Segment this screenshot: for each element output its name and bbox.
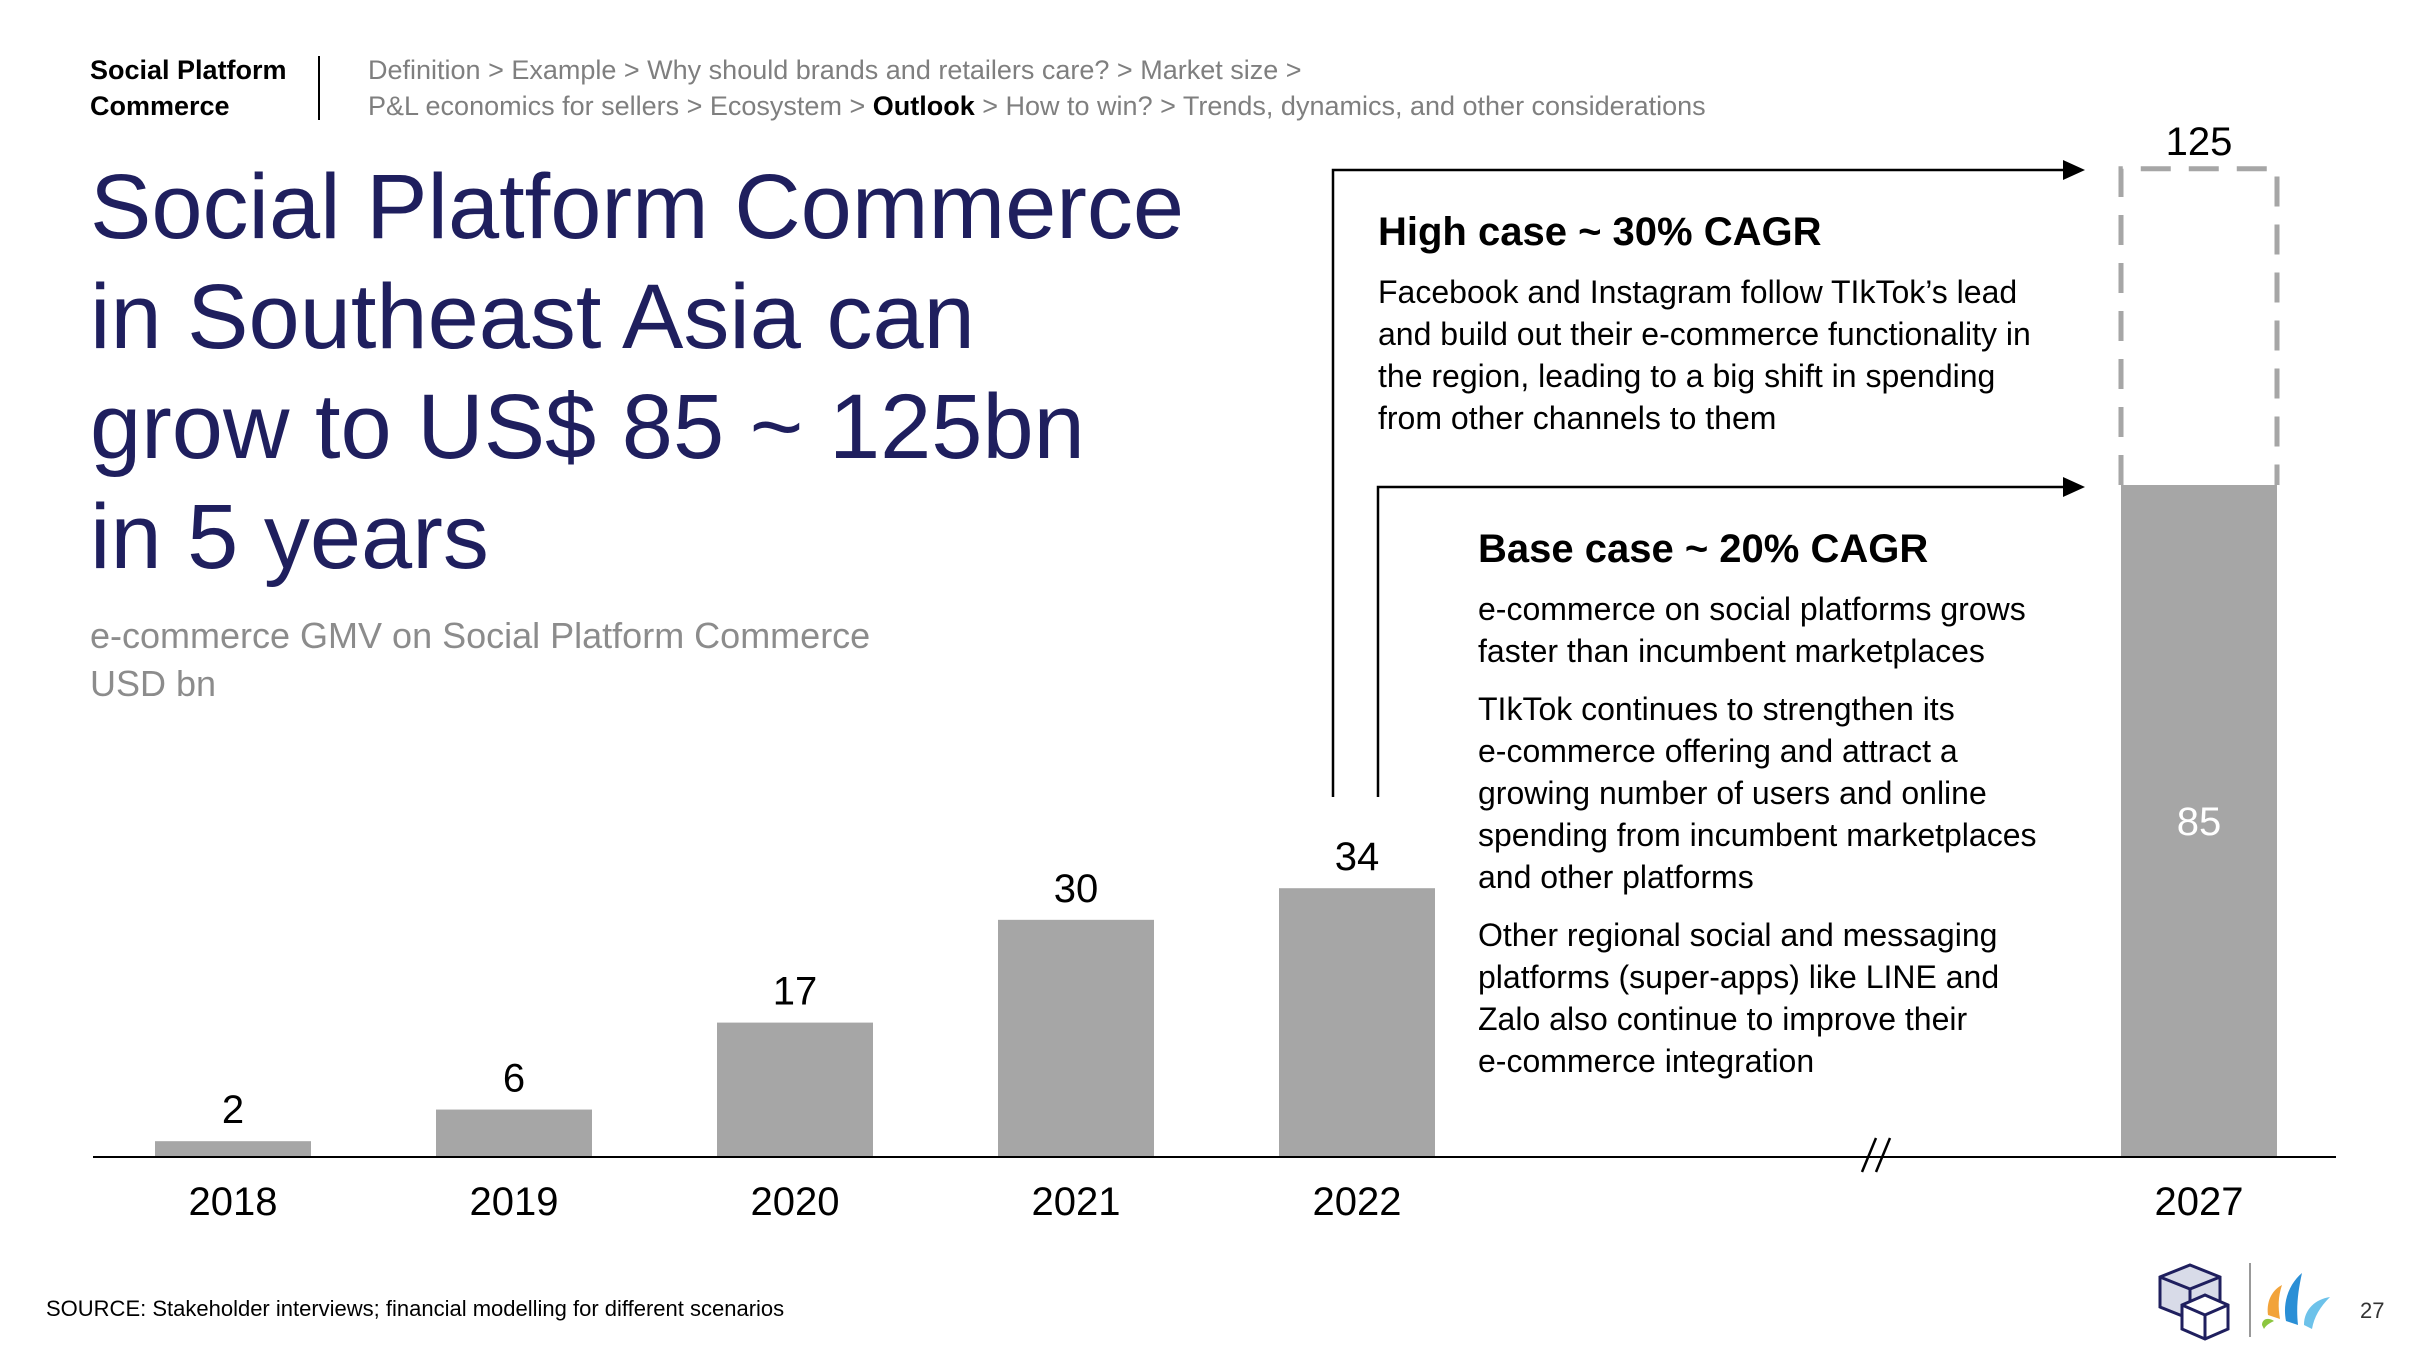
breadcrumb-item[interactable]: Why should brands and retailers care?: [647, 55, 1110, 85]
x-tick-label: 2022: [1313, 1180, 1402, 1224]
title-line: in Southeast Asia can: [90, 266, 975, 368]
breadcrumb-separator: >: [616, 55, 648, 85]
title-line: grow to US$ 85 ~ 125bn: [90, 376, 1085, 478]
subtitle-line2: USD bn: [90, 663, 217, 704]
base-case-text-line: Zalo also continue to improve their: [1478, 1001, 1968, 1037]
data-label: 34: [1335, 835, 1380, 879]
base-case-text-line: platforms (super-apps) like LINE and: [1478, 959, 2000, 995]
bar-2022: [1279, 888, 1435, 1157]
section-label-line1: Social Platform: [90, 55, 287, 85]
breadcrumb-separator: >: [1152, 91, 1183, 121]
high-case-value-label: 125: [2166, 120, 2233, 164]
bar-2018: [155, 1141, 311, 1157]
section-label: Social Platform Commerce: [90, 52, 287, 124]
breadcrumb-line1: Definition > Example > Why should brands…: [368, 52, 1868, 88]
base-case-arrow: [1376, 477, 2085, 797]
page-number: 27: [2360, 1298, 2385, 1323]
base-case-text-line: e-commerce integration: [1478, 1043, 1815, 1079]
breadcrumb-item[interactable]: Definition: [368, 55, 481, 85]
breadcrumb-item[interactable]: P&L economics for sellers: [368, 91, 680, 121]
base-case-text-line: spending from incumbent marketplaces: [1478, 817, 2037, 853]
data-label: 30: [1054, 867, 1099, 911]
source-note: SOURCE: Stakeholder interviews; financia…: [46, 1296, 785, 1321]
breadcrumb-separator: >: [974, 91, 1006, 121]
breadcrumb: Definition > Example > Why should brands…: [368, 52, 1868, 124]
page-title: Social Platform Commerce in Southeast As…: [90, 152, 1270, 592]
breadcrumb-line2: P&L economics for sellers > Ecosystem > …: [368, 88, 1868, 124]
data-label: 2: [222, 1088, 244, 1132]
high-case-text-line: from other channels to them: [1378, 400, 1777, 436]
base-case-paragraph-1: e-commerce on social platforms grows fas…: [1478, 588, 2078, 672]
axis-break-icon: [1860, 1137, 1892, 1173]
breadcrumb-item[interactable]: Trends, dynamics, and other consideratio…: [1182, 91, 1706, 121]
base-case-text-line: TIkTok continues to strengthen its: [1478, 691, 1955, 727]
x-tick-label: 2021: [1032, 1180, 1121, 1224]
breadcrumb-item[interactable]: Market size: [1140, 55, 1279, 85]
bar-2021: [998, 919, 1154, 1157]
breadcrumb-item[interactable]: Outlook: [872, 91, 975, 121]
title-line: in 5 years: [90, 486, 489, 588]
high-case-text-line: the region, leading to a big shift in sp…: [1378, 358, 1996, 394]
bar-2027: [2121, 485, 2277, 1157]
base-case-text-line: e-commerce offering and attract a: [1478, 733, 1958, 769]
breadcrumb-separator: >: [841, 91, 873, 121]
base-case-text-line: Other regional social and messaging: [1478, 917, 1998, 953]
section-label-line2: Commerce: [90, 91, 230, 121]
x-tick-label: 2027: [2155, 1180, 2244, 1224]
high-case-text-line: and build out their e-commerce functiona…: [1378, 316, 2031, 352]
subtitle-line1: e-commerce GMV on Social Platform Commer…: [90, 615, 871, 656]
high-case-text-line: Facebook and Instagram follow TIkTok’s l…: [1378, 274, 2018, 310]
bar-2020: [717, 1022, 873, 1157]
logo-splash-icon: [2262, 1273, 2330, 1329]
base-case-heading: Base case ~ 20% CAGR: [1478, 527, 1929, 571]
high-case-heading: High case ~ 30% CAGR: [1378, 210, 1822, 254]
high-case-text: Facebook and Instagram follow TIkTok’s l…: [1378, 271, 2078, 439]
high-case-arrow: [1331, 160, 2085, 797]
breadcrumb-separator: >: [1109, 55, 1141, 85]
high-case-annotation: High case ~ 30% CAGR Facebook and Instag…: [1378, 210, 2078, 439]
x-tick-label: 2018: [189, 1180, 278, 1224]
bar-2019: [436, 1109, 592, 1157]
high-case-outline: [2118, 166, 2280, 485]
base-case-text-line: growing number of users and online: [1478, 775, 1987, 811]
chart-subtitle: e-commerce GMV on Social Platform Commer…: [90, 612, 870, 708]
base-case-text-line: and other platforms: [1478, 859, 1754, 895]
data-label: 17: [773, 970, 818, 1014]
breadcrumb-separator: >: [679, 91, 710, 121]
breadcrumb-separator: >: [480, 55, 512, 85]
breadcrumb-separator: >: [1278, 55, 1302, 85]
breadcrumb-item[interactable]: Example: [511, 55, 617, 85]
section-divider: [318, 56, 320, 120]
data-label: 6: [503, 1057, 525, 1101]
breadcrumb-item[interactable]: Ecosystem: [709, 91, 842, 121]
title-line: Social Platform Commerce: [90, 156, 1185, 258]
logo-cube-icon: [2158, 1263, 2330, 1341]
base-case-paragraph-3: Other regional social and messaging plat…: [1478, 914, 2078, 1082]
base-case-text-line: e-commerce on social platforms grows: [1478, 591, 2026, 627]
base-case-annotation: Base case ~ 20% CAGR e-commerce on socia…: [1478, 527, 2078, 1082]
data-label: 85: [2177, 800, 2222, 844]
base-case-text-line: faster than incumbent marketplaces: [1478, 633, 1985, 669]
base-case-paragraph-2: TIkTok continues to strengthen its e-com…: [1478, 688, 2078, 898]
x-tick-label: 2020: [751, 1180, 840, 1224]
x-tick-label: 2019: [470, 1180, 559, 1224]
breadcrumb-item[interactable]: How to win?: [1005, 91, 1153, 121]
